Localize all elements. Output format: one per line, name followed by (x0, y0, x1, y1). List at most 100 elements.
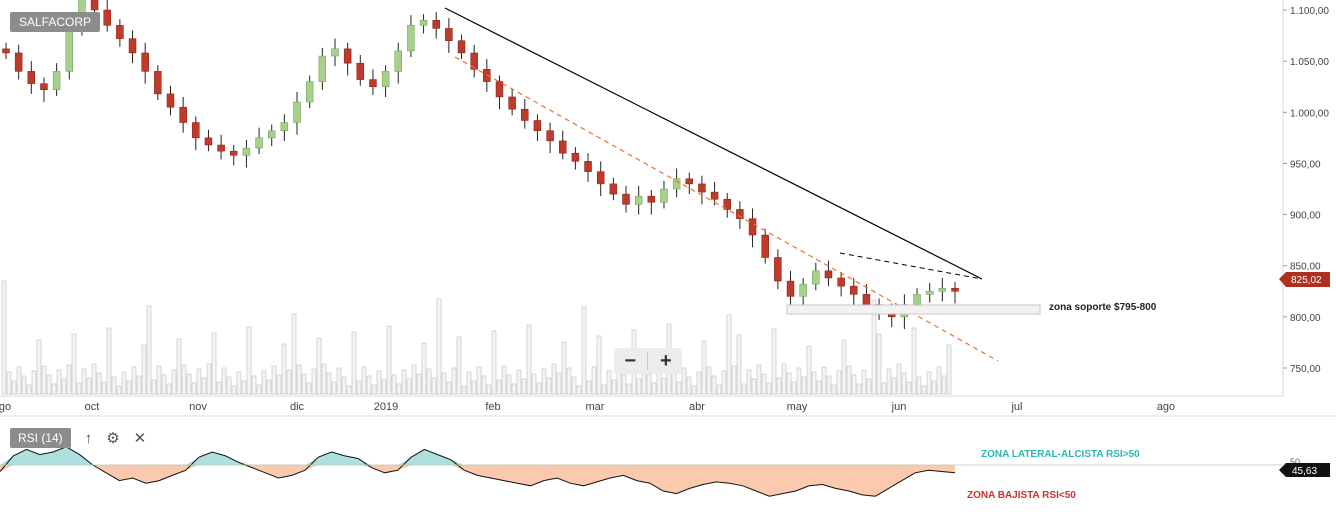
gear-icon[interactable]: ⚙ (106, 430, 120, 447)
volume-bar (486, 384, 492, 395)
candle-body (951, 287, 959, 292)
trend-line-lower (454, 56, 999, 362)
volume-bar (696, 371, 702, 395)
volume-bar (306, 382, 312, 395)
zoom-controls: − + (614, 348, 682, 374)
candle-body (736, 209, 744, 219)
volume-bar (886, 368, 892, 395)
trend-line-upper (444, 7, 983, 280)
volume-bar (866, 378, 872, 395)
volume-bar (446, 381, 452, 395)
volume-bar (836, 370, 842, 395)
volume-bar (451, 367, 457, 395)
volume-bar (411, 364, 417, 395)
volume-bar (121, 371, 127, 395)
volume-bars (1, 280, 952, 395)
candle-body (685, 178, 694, 185)
volume-bar (586, 380, 592, 395)
volume-bar (291, 313, 297, 395)
close-icon[interactable]: ✕ (133, 430, 147, 447)
zoom-out-button[interactable]: − (624, 350, 636, 372)
volume-bar (331, 381, 337, 395)
candle-body (2, 48, 10, 54)
candle-body (862, 294, 871, 305)
volume-bar (441, 372, 447, 395)
candle-body (837, 277, 845, 287)
volume-bar (431, 377, 437, 395)
time-tick-label: 2019 (374, 401, 398, 413)
volume-bar (516, 369, 522, 395)
candle-body (495, 81, 504, 98)
volume-bar (361, 366, 367, 395)
volume-bar (861, 369, 867, 395)
time-tick-label: oct (85, 401, 100, 413)
volume-bar (146, 305, 152, 395)
volume-bar (531, 373, 537, 395)
volume-bar (671, 372, 677, 395)
candle-body (40, 83, 48, 91)
time-tick-label: may (787, 401, 808, 413)
candle-body (419, 19, 428, 26)
volume-bar (166, 383, 172, 395)
volume-bar (116, 385, 122, 395)
volume-bar (596, 335, 602, 395)
volume-bar (336, 367, 342, 395)
candle-body (571, 152, 580, 162)
rsi-tag-label: 45,63 (1292, 466, 1317, 477)
candle-body (230, 150, 238, 156)
arrow-up-icon[interactable]: ↑ (84, 429, 93, 447)
candle-body (672, 178, 681, 190)
volume-bar (501, 365, 507, 395)
symbol-badge: SALFACORP (10, 12, 101, 32)
candle-body (508, 96, 516, 110)
candle-body (103, 9, 111, 26)
candle-body (255, 137, 263, 149)
price-tick-label: 1.050,00 (1290, 57, 1329, 68)
volume-bar (261, 370, 267, 395)
candle-body (938, 287, 947, 292)
volume-bar (911, 327, 917, 395)
volume-bar (76, 382, 82, 395)
candle-body (407, 25, 415, 52)
volume-bar (256, 384, 262, 395)
volume-bar (556, 372, 562, 395)
volume-bar (821, 366, 827, 395)
volume-bar (21, 375, 27, 395)
candle-body (343, 48, 352, 64)
candle-body (533, 120, 542, 131)
candle-body (381, 71, 390, 87)
rsi-badge[interactable]: RSI (14) (10, 428, 71, 448)
volume-bar (401, 369, 407, 395)
candle-body (217, 144, 225, 152)
price-tick-label: 800,00 (1290, 313, 1321, 324)
zoom-in-button[interactable]: + (659, 350, 672, 372)
volume-bar (756, 364, 762, 395)
volume-bar (66, 364, 72, 395)
candle-body (609, 183, 618, 195)
candle-body (242, 147, 251, 156)
price-tag-label: 825,02 (1291, 275, 1322, 286)
candle-body (748, 218, 757, 236)
volume-bar (466, 371, 472, 395)
volume-bar (621, 374, 627, 395)
volume-bar (181, 364, 187, 395)
volume-bar (936, 366, 942, 395)
volume-bar (881, 382, 887, 395)
price-tick-label: 950,00 (1290, 159, 1321, 170)
candle-body (116, 25, 124, 39)
candle-body (559, 140, 567, 154)
volume-bar (676, 381, 682, 395)
volume-bar (856, 383, 862, 395)
candle-body (596, 171, 605, 185)
volume-bar (86, 377, 92, 395)
rsi-toolbar: RSI (14) ↑ ⚙ ✕ (10, 428, 146, 448)
price-axis: 1.100,00 1.050,00 1.000,00 950,00 900,00 850,… (1282, 0, 1329, 396)
volume-bar (371, 384, 377, 395)
candle-body (723, 198, 731, 210)
candle-body (647, 195, 656, 203)
volume-bar (281, 343, 287, 395)
volume-bar (851, 374, 857, 395)
candle-body (799, 283, 807, 297)
candle-body (280, 122, 289, 131)
volume-bar (31, 370, 37, 395)
